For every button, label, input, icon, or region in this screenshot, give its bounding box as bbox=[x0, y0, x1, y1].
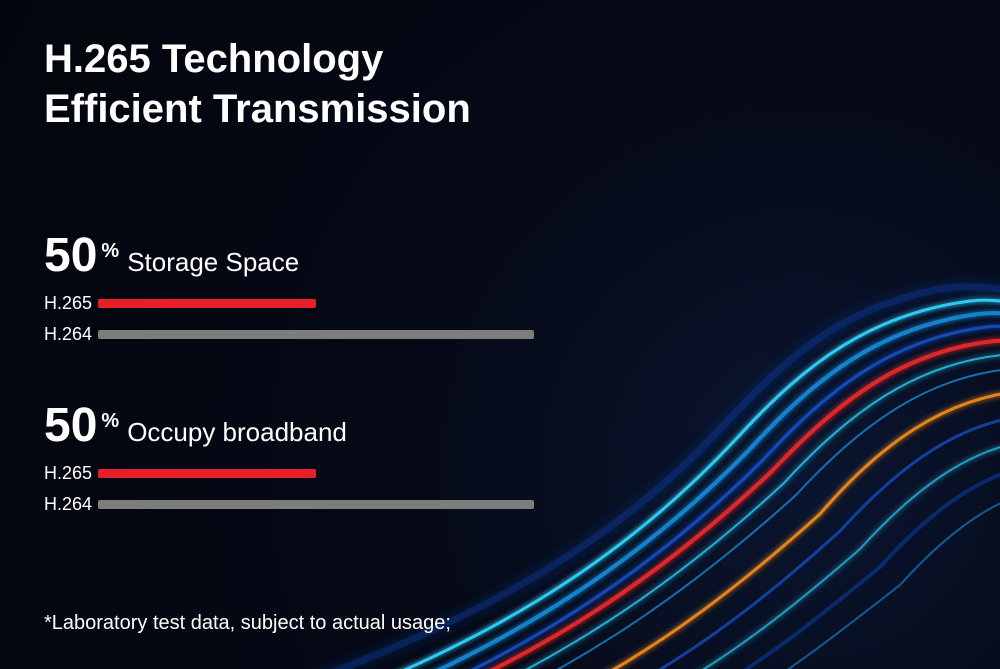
stat-number: 50 bbox=[44, 228, 97, 283]
bar-row-h264: H.264 bbox=[44, 494, 534, 515]
main-heading: H.265 Technology Efficient Transmission bbox=[44, 34, 471, 134]
stat-number: 50 bbox=[44, 398, 97, 453]
bar-h264 bbox=[98, 330, 534, 339]
stat-value-row: 50 % Storage Space bbox=[44, 228, 534, 283]
bar-h264 bbox=[98, 500, 534, 509]
bar-h265 bbox=[98, 469, 316, 478]
bar-row-h264: H.264 bbox=[44, 324, 534, 345]
infographic-canvas: H.265 Technology Efficient Transmission … bbox=[0, 0, 1000, 669]
stat-occupy-broadband: 50 % Occupy broadband H.265 H.264 bbox=[44, 398, 534, 515]
stat-value-row: 50 % Occupy broadband bbox=[44, 398, 534, 453]
stat-label: Storage Space bbox=[127, 247, 299, 278]
heading-line-2: Efficient Transmission bbox=[44, 84, 471, 134]
stat-percent: % bbox=[101, 410, 119, 433]
bar-label: H.265 bbox=[44, 463, 98, 484]
stat-storage-space: 50 % Storage Space H.265 H.264 bbox=[44, 228, 534, 345]
bar-label: H.264 bbox=[44, 494, 98, 515]
bar-label: H.264 bbox=[44, 324, 98, 345]
bar-h265 bbox=[98, 299, 316, 308]
stat-label: Occupy broadband bbox=[127, 417, 347, 448]
footnote: *Laboratory test data, subject to actual… bbox=[44, 612, 451, 635]
heading-line-1: H.265 Technology bbox=[44, 34, 471, 84]
stat-percent: % bbox=[101, 240, 119, 263]
bar-row-h265: H.265 bbox=[44, 293, 534, 314]
bar-label: H.265 bbox=[44, 293, 98, 314]
bar-row-h265: H.265 bbox=[44, 463, 534, 484]
